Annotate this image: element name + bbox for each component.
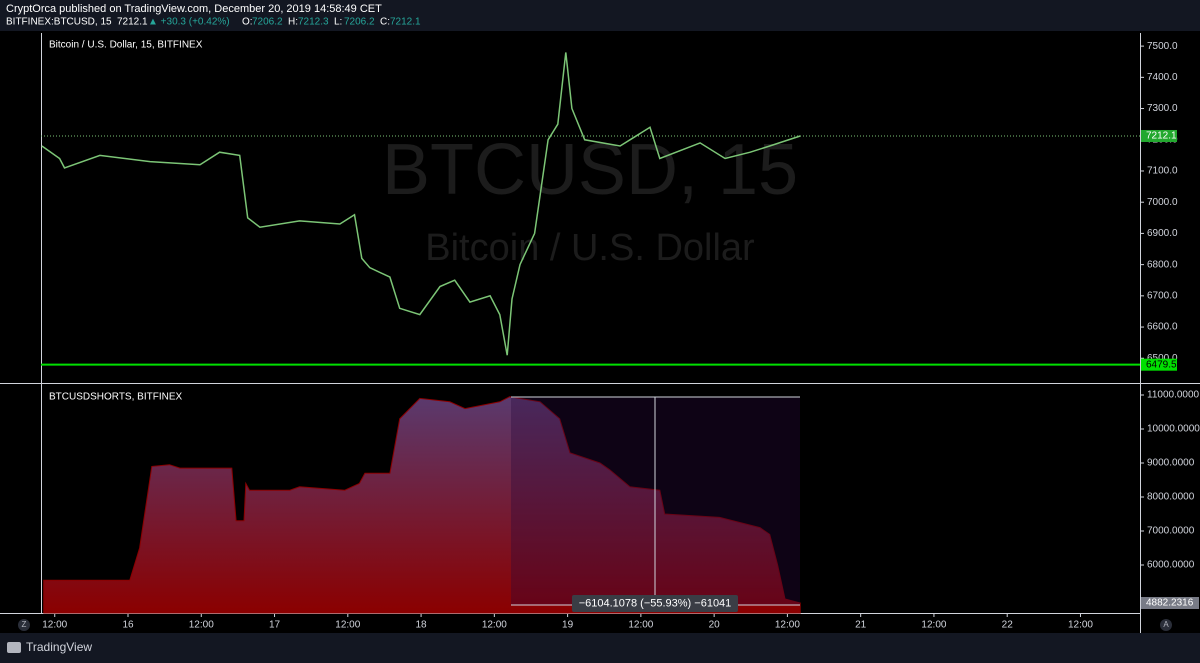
y-tick-label: 11000.0000: [1147, 390, 1200, 401]
y-tick-label: 6000.0000: [1147, 560, 1195, 571]
shorts-area: [43, 396, 801, 614]
y-tick-label: 7000.0: [1147, 197, 1178, 208]
x-tick-label: 19: [562, 620, 574, 631]
ohlc-part: 7212.3: [298, 17, 329, 28]
ohlc-part: H:: [288, 17, 298, 28]
x-tick-label: 18: [416, 620, 428, 631]
ohlc-part: C:: [380, 17, 390, 28]
x-tick-label: 12:00: [42, 620, 67, 631]
x-tick-label: 12:00: [1068, 620, 1093, 631]
last-value-box: [1141, 596, 1199, 609]
x-tick-label: 12:00: [775, 620, 800, 631]
last: 7212.1: [117, 17, 148, 28]
x-tick-label: 12:00: [189, 620, 214, 631]
zoom-label[interactable]: Z: [22, 620, 27, 629]
auto-button[interactable]: [1160, 619, 1172, 631]
last-value-label: 4882.2316: [1146, 598, 1194, 609]
x-tick-label: 17: [269, 620, 281, 631]
support-label-box: [1141, 358, 1177, 371]
y-tick-label: 6900.0: [1147, 228, 1178, 239]
measure-label: −6104.1078 (−55.93%) −61041: [579, 597, 732, 609]
header-bar: [0, 0, 1200, 31]
footer-bar: [0, 633, 1200, 663]
x-tick-label: 20: [709, 620, 721, 631]
x-tick-label: 21: [855, 620, 867, 631]
x-tick-label: 16: [122, 620, 134, 631]
legend: Bitcoin / U.S. Dollar, 15, BITFINEX: [49, 40, 203, 51]
ohlc-part: 7206.2: [252, 17, 283, 28]
symbol: BITFINEX:BTCUSD, 15: [6, 17, 112, 28]
x-tick-label: 12:00: [921, 620, 946, 631]
y-tick-label: 6500.0: [1147, 353, 1178, 364]
y-tick-label: 7000.0000: [1147, 526, 1195, 537]
watermark: Bitcoin / U.S. Dollar: [425, 227, 755, 269]
y-tick-label: 6700.0: [1147, 290, 1178, 301]
y-tick-label: 7500.0: [1147, 41, 1178, 52]
publisher: CryptOrca published on TradingView.com, …: [6, 3, 382, 15]
last-value-box: [1141, 129, 1177, 142]
y-tick-label: 6800.0: [1147, 259, 1178, 270]
y-tick-label: 6600.0: [1147, 322, 1178, 333]
x-tick-label: 12:00: [482, 620, 507, 631]
x-tick-label: 22: [1002, 620, 1014, 631]
y-tick-label: 7100.0: [1147, 166, 1178, 177]
ohlc-part: L:: [334, 17, 342, 28]
y-tick-label: 9000.0000: [1147, 458, 1195, 469]
x-tick-label: 12:00: [628, 620, 653, 631]
y-tick-label: 7300.0: [1147, 103, 1178, 114]
legend: BTCUSDSHORTS, BITFINEX: [49, 392, 182, 403]
auto-label[interactable]: A: [1163, 620, 1169, 629]
last-value-label: 7212.1: [1146, 131, 1177, 142]
watermark: BTCUSD, 15: [382, 130, 798, 210]
price-line: [41, 52, 801, 356]
logo: [7, 642, 21, 653]
zoom-button[interactable]: [18, 619, 30, 631]
x-tick-label: 12:00: [335, 620, 360, 631]
ohlc-part: 7212.1: [390, 17, 421, 28]
y-tick-label: 7400.0: [1147, 72, 1178, 83]
ohlc-part: 7206.2: [344, 17, 375, 28]
brand: TradingView: [26, 640, 92, 654]
change: ▲ +30.3 (+0.42%): [148, 17, 230, 28]
support-label: 6479.5: [1146, 359, 1177, 370]
y-tick-label: 8000.0000: [1147, 492, 1195, 503]
ohlc: O: 7206.2 H: 7212.3 L: 7206.2 C: 7212.1: [242, 17, 421, 28]
ohlc-part: O:: [242, 17, 253, 28]
measure-label-box: [572, 595, 738, 612]
y-tick-label: 10000.0000: [1147, 424, 1200, 435]
